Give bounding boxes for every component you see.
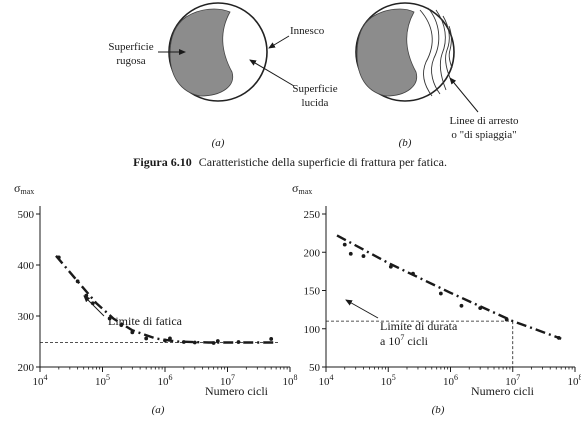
data-point: [459, 303, 464, 308]
chart-sublabel: (b): [432, 404, 445, 416]
label-smooth-line2: lucida: [302, 97, 329, 109]
sn-curve: [336, 234, 562, 340]
label-smooth-line1: Superficie: [292, 83, 337, 95]
x-tick-label: 106: [443, 373, 458, 388]
label-rough-line1: Superficie: [108, 41, 153, 53]
arrow-smooth: [249, 59, 295, 87]
data-point: [75, 279, 80, 284]
data-point: [478, 306, 483, 310]
label-initiation: Innesco: [290, 25, 325, 37]
y-tick-label: 150: [304, 286, 321, 298]
x-axis-label: Numero cicli: [205, 384, 269, 398]
data-point: [388, 264, 393, 269]
caption-number: Figura 6.10: [133, 155, 192, 169]
annotation-label: Limite di fatica: [108, 314, 183, 328]
x-tick-label: 108: [568, 373, 581, 388]
data-point: [269, 337, 274, 341]
annotation-arrow: [345, 299, 379, 319]
y-tick-label: 400: [18, 260, 35, 272]
annotation-arrow: [83, 295, 105, 317]
sn-chart-b: 50 100 150 200 250 104 105 106 107 108 σmax Numero …: [292, 181, 581, 416]
label-beach-line1: Linee di arresto: [449, 115, 519, 127]
label-rough-line2: rugosa: [116, 55, 145, 67]
y-tick-label: 500: [18, 209, 35, 221]
y-tick-label: 100: [304, 324, 321, 336]
data-point: [556, 336, 561, 340]
data-point: [56, 255, 61, 260]
y-axis-label: σmax: [14, 181, 34, 196]
data-point: [236, 340, 241, 344]
x-tick-label: 105: [95, 373, 110, 388]
x-axis-label: Numero cicli: [471, 384, 535, 398]
rough-surface-area-b: [356, 8, 418, 97]
y-tick-label: 200: [304, 247, 321, 259]
x-tick-label: 104: [33, 373, 48, 388]
data-point: [348, 251, 353, 256]
data-point: [411, 271, 415, 276]
data-point: [211, 341, 216, 345]
data-point: [181, 340, 186, 344]
chart-sublabel: (a): [152, 404, 165, 416]
label-beach-line2: o "di spiaggia": [451, 129, 516, 141]
caption-text: Caratteristiche della superficie di frat…: [199, 155, 447, 169]
beach-marks: [419, 7, 453, 97]
sublabel-top-b: (b): [399, 137, 412, 149]
x-tick-label: 106: [158, 373, 173, 388]
rough-surface-area: [169, 8, 234, 97]
y-axis-label: σmax: [292, 181, 312, 196]
sn-chart-a: 200 300 400 500 104 105 106 107 108 σmax Numero ci…: [14, 181, 298, 416]
data-point: [168, 336, 172, 341]
y-tick-label: 200: [18, 362, 35, 374]
data-point: [438, 291, 443, 296]
x-tick-label: 107: [505, 373, 520, 388]
x-tick-label: 105: [381, 373, 396, 388]
y-tick-label: 250: [304, 209, 321, 221]
annotation-line2: a 107 cicli: [380, 333, 429, 348]
y-tick-label: 300: [18, 311, 35, 323]
figure-caption: Figura 6.10 Caratteristiche della superf…: [133, 155, 447, 169]
data-point: [504, 317, 509, 322]
data-point: [361, 254, 366, 258]
fracture-panel-b: Linee di arresto o "di spiaggia" (b): [355, 2, 519, 149]
arrow-beach: [449, 77, 479, 113]
data-point: [144, 336, 149, 341]
y-tick-label: 50: [309, 362, 321, 374]
data-point: [107, 316, 112, 321]
fracture-panel-a: Superficie rugosa Innesco Superficie luc…: [108, 2, 338, 149]
data-point: [215, 339, 220, 343]
data-point: [192, 340, 197, 345]
arrow-initiation: [268, 35, 290, 49]
x-tick-label: 104: [319, 373, 334, 388]
data-point: [342, 242, 347, 247]
data-point: [130, 330, 135, 335]
x-tick-label: 108: [283, 373, 298, 388]
sn-curve: [55, 255, 277, 344]
data-point: [163, 338, 167, 343]
sublabel-top-a: (a): [212, 137, 225, 149]
data-point: [119, 323, 124, 328]
annotation-line1: Limite di durata: [380, 319, 458, 333]
x-tick-label: 107: [220, 373, 235, 388]
